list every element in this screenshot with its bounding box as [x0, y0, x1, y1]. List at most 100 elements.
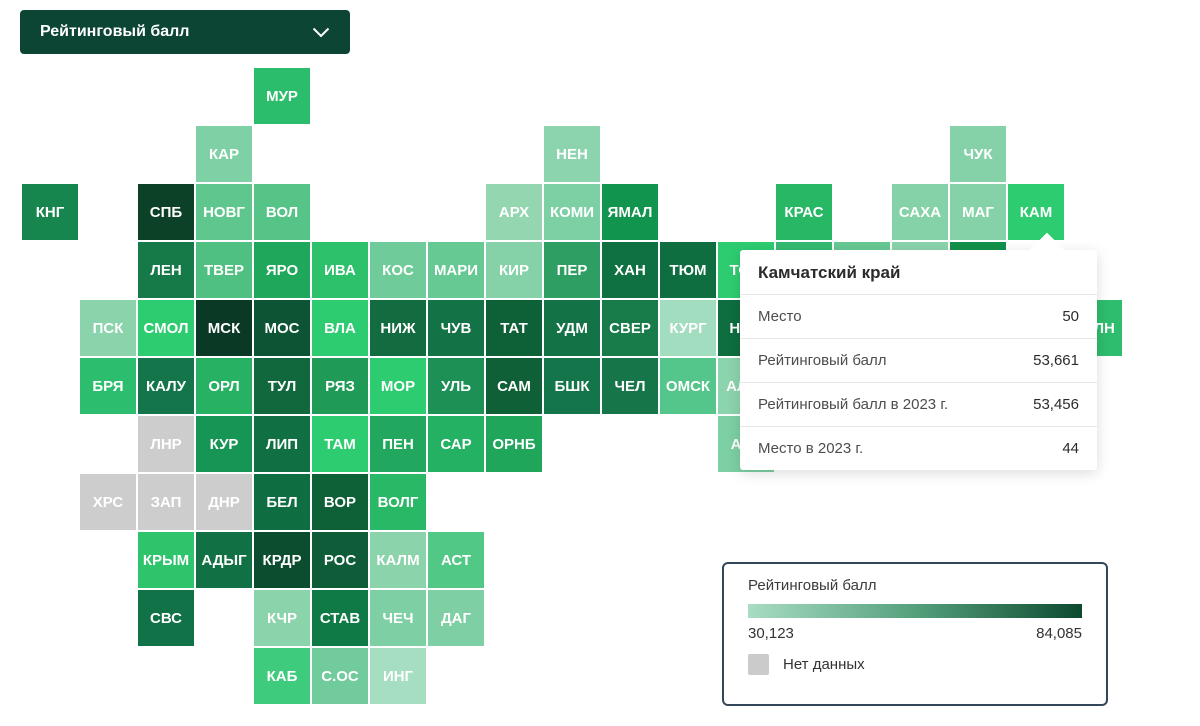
tile-СТАВ[interactable]: СТАВ	[312, 590, 368, 646]
tile-САМ[interactable]: САМ	[486, 358, 542, 414]
tile-ДАГ[interactable]: ДАГ	[428, 590, 484, 646]
tile-РЯЗ[interactable]: РЯЗ	[312, 358, 368, 414]
tile-КАЛМ[interactable]: КАЛМ	[370, 532, 426, 588]
tile-КАР[interactable]: КАР	[196, 126, 252, 182]
metric-dropdown[interactable]: Рейтинговый балл	[20, 10, 350, 54]
tile-КРЫМ[interactable]: КРЫМ	[138, 532, 194, 588]
tile-ДНР[interactable]: ДНР	[196, 474, 252, 530]
tile-САР[interactable]: САР	[428, 416, 484, 472]
tile-РОС[interactable]: РОС	[312, 532, 368, 588]
tile-КРАС[interactable]: КРАС	[776, 184, 832, 240]
tile-ТВЕР[interactable]: ТВЕР	[196, 242, 252, 298]
tile-ОМСК[interactable]: ОМСК	[660, 358, 716, 414]
tooltip-region-title: Камчатский край	[758, 263, 901, 282]
tooltip-row-value: 53,456	[1033, 396, 1079, 413]
tile-МАРИ[interactable]: МАРИ	[428, 242, 484, 298]
legend-title: Рейтинговый балл	[748, 577, 877, 594]
tooltip-row-label: Место в 2023 г.	[758, 440, 864, 457]
tile-ОРЛ[interactable]: ОРЛ	[196, 358, 252, 414]
chevron-down-icon	[312, 27, 330, 38]
legend-gradient-bar	[748, 604, 1082, 618]
tile-ЯРО[interactable]: ЯРО	[254, 242, 310, 298]
tooltip-row-label: Рейтинговый балл в 2023 г.	[758, 396, 949, 413]
tile-БШК[interactable]: БШК	[544, 358, 600, 414]
tile-УЛЬ[interactable]: УЛЬ	[428, 358, 484, 414]
tile-КОС[interactable]: КОС	[370, 242, 426, 298]
tooltip-row-place: Место 50	[740, 294, 1097, 338]
no-data-swatch	[748, 654, 769, 675]
tile-СВЕР[interactable]: СВЕР	[602, 300, 658, 356]
tile-НЕН[interactable]: НЕН	[544, 126, 600, 182]
tile-САХА[interactable]: САХА	[892, 184, 948, 240]
tile-ТАТ[interactable]: ТАТ	[486, 300, 542, 356]
tile-ХАН[interactable]: ХАН	[602, 242, 658, 298]
tile-ЛЕН[interactable]: ЛЕН	[138, 242, 194, 298]
tooltip-row-label: Место	[758, 308, 802, 325]
tooltip-row-value: 50	[1062, 308, 1079, 325]
tile-ЛИП[interactable]: ЛИП	[254, 416, 310, 472]
tile-СМОЛ[interactable]: СМОЛ	[138, 300, 194, 356]
tooltip-row-score-2023: Рейтинговый балл в 2023 г. 53,456	[740, 382, 1097, 426]
region-tooltip: Камчатский край Место 50 Рейтинговый бал…	[740, 232, 1097, 470]
tile-АРХ[interactable]: АРХ	[486, 184, 542, 240]
legend-range: 30,123 84,085	[748, 625, 1082, 642]
tile-С.ОС[interactable]: С.ОС	[312, 648, 368, 704]
tile-НОВГ[interactable]: НОВГ	[196, 184, 252, 240]
tile-ИНГ[interactable]: ИНГ	[370, 648, 426, 704]
tile-ЧУК[interactable]: ЧУК	[950, 126, 1006, 182]
tile-КУРГ[interactable]: КУРГ	[660, 300, 716, 356]
tile-ЯМАЛ[interactable]: ЯМАЛ	[602, 184, 658, 240]
tooltip-row-score: Рейтинговый балл 53,661	[740, 338, 1097, 382]
tile-ИВА[interactable]: ИВА	[312, 242, 368, 298]
tile-ОРНБ[interactable]: ОРНБ	[486, 416, 542, 472]
tile-ПСК[interactable]: ПСК	[80, 300, 136, 356]
tile-АДЫГ[interactable]: АДЫГ	[196, 532, 252, 588]
tile-БЕЛ[interactable]: БЕЛ	[254, 474, 310, 530]
tile-КОМИ[interactable]: КОМИ	[544, 184, 600, 240]
tooltip-row-value: 44	[1062, 440, 1079, 457]
tile-ХРС[interactable]: ХРС	[80, 474, 136, 530]
tile-ТЮМ[interactable]: ТЮМ	[660, 242, 716, 298]
legend-max-value: 84,085	[1036, 625, 1082, 642]
tile-ВОЛ[interactable]: ВОЛ	[254, 184, 310, 240]
tile-КНГ[interactable]: КНГ	[22, 184, 78, 240]
tile-ЧЕЛ[interactable]: ЧЕЛ	[602, 358, 658, 414]
tile-АСТ[interactable]: АСТ	[428, 532, 484, 588]
tile-КРДР[interactable]: КРДР	[254, 532, 310, 588]
tile-ВОЛГ[interactable]: ВОЛГ	[370, 474, 426, 530]
no-data-label: Нет данных	[783, 656, 865, 673]
tile-МУР[interactable]: МУР	[254, 68, 310, 124]
tooltip-row-place-2023: Место в 2023 г. 44	[740, 426, 1097, 470]
tile-СПБ[interactable]: СПБ	[138, 184, 194, 240]
tile-МСК[interactable]: МСК	[196, 300, 252, 356]
metric-dropdown-label: Рейтинговый балл	[40, 23, 190, 40]
tile-КЧР[interactable]: КЧР	[254, 590, 310, 646]
legend-panel: Рейтинговый балл 30,123 84,085 Нет данны…	[722, 562, 1108, 706]
legend-min-value: 30,123	[748, 625, 794, 642]
tile-ТУЛ[interactable]: ТУЛ	[254, 358, 310, 414]
tile-МОР[interactable]: МОР	[370, 358, 426, 414]
tooltip-row-label: Рейтинговый балл	[758, 352, 887, 369]
tile-УДМ[interactable]: УДМ	[544, 300, 600, 356]
tile-ЗАП[interactable]: ЗАП	[138, 474, 194, 530]
tile-МОС[interactable]: МОС	[254, 300, 310, 356]
tile-КУР[interactable]: КУР	[196, 416, 252, 472]
tile-МАГ[interactable]: МАГ	[950, 184, 1006, 240]
tile-БРЯ[interactable]: БРЯ	[80, 358, 136, 414]
tile-НИЖ[interactable]: НИЖ	[370, 300, 426, 356]
tile-КИР[interactable]: КИР	[486, 242, 542, 298]
tile-ВЛА[interactable]: ВЛА	[312, 300, 368, 356]
tile-СВС[interactable]: СВС	[138, 590, 194, 646]
tile-КАМ[interactable]: КАМ	[1008, 184, 1064, 240]
tile-ТАМ[interactable]: ТАМ	[312, 416, 368, 472]
tile-ВОР[interactable]: ВОР	[312, 474, 368, 530]
legend-no-data: Нет данных	[748, 654, 1082, 675]
tile-ПЕН[interactable]: ПЕН	[370, 416, 426, 472]
tooltip-row-value: 53,661	[1033, 352, 1079, 369]
tile-ЧЕЧ[interactable]: ЧЕЧ	[370, 590, 426, 646]
tile-ЛНР[interactable]: ЛНР	[138, 416, 194, 472]
tile-КАЛУ[interactable]: КАЛУ	[138, 358, 194, 414]
tile-ПЕР[interactable]: ПЕР	[544, 242, 600, 298]
tile-КАБ[interactable]: КАБ	[254, 648, 310, 704]
tile-ЧУВ[interactable]: ЧУВ	[428, 300, 484, 356]
